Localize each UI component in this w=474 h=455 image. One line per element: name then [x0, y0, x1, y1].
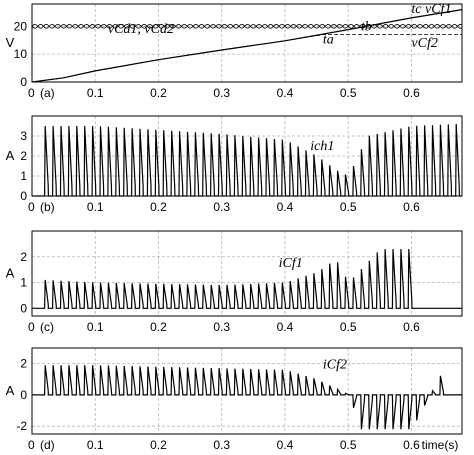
- y-tick-label: 1: [20, 276, 27, 290]
- x-tick-label: 0.4: [277, 320, 294, 334]
- annotation-label: ich1: [310, 139, 334, 154]
- annotation-label: vCf2: [411, 36, 437, 51]
- y-tick-label: 2: [20, 357, 27, 371]
- plot-frame: [31, 115, 463, 197]
- series-ich1-trace: [32, 123, 462, 197]
- annotation-label: iCf1: [279, 256, 303, 271]
- panel-label: (a): [40, 86, 55, 100]
- x-axis-label: time(s): [422, 438, 459, 452]
- x-tick-label: 0.1: [87, 86, 104, 100]
- annotation-label: ta: [323, 33, 334, 48]
- x-tick-label: 0.1: [87, 438, 104, 452]
- y-tick-label: 0: [20, 388, 27, 402]
- plot-frame: [31, 347, 463, 435]
- y-tick-label: 0: [20, 189, 27, 203]
- x-tick-label: 0.6: [403, 320, 420, 334]
- y-tick-label: 3: [20, 129, 27, 143]
- series-vcd1-vcd2-trace-1: [31, 23, 463, 29]
- y-axis-label: A: [6, 383, 15, 398]
- x-tick-label: 0: [28, 320, 35, 334]
- y-tick-label: 2: [20, 250, 27, 264]
- x-tick-label: 0.2: [150, 86, 167, 100]
- annotation-label: vCd1, vCd2: [108, 22, 174, 37]
- y-tick-label: 1: [20, 169, 27, 183]
- x-tick-label: 0.5: [340, 438, 357, 452]
- x-tick-label: 0.3: [213, 438, 230, 452]
- y-tick-label: 2: [20, 149, 27, 163]
- x-tick-label: 0.4: [277, 200, 294, 214]
- series-icf1-trace: [32, 248, 462, 309]
- x-tick-label: 0: [28, 86, 35, 100]
- x-tick-label: 0.5: [340, 86, 357, 100]
- x-tick-label: 0.3: [213, 86, 230, 100]
- y-tick-label: 0: [20, 75, 27, 89]
- x-tick-label: 0.6: [403, 200, 420, 214]
- y-axis-label: V: [6, 35, 15, 50]
- plot-frame: [31, 230, 463, 317]
- y-axis-label: A: [6, 266, 15, 281]
- x-tick-label: 0.1: [87, 320, 104, 334]
- y-tick-label: 0: [20, 301, 27, 315]
- series-vcf2-trace: [31, 34, 462, 83]
- x-tick-label: 0.3: [213, 200, 230, 214]
- panel-label: (c): [40, 320, 54, 334]
- panel-label: (b): [40, 200, 55, 214]
- x-tick-label: 0.3: [213, 320, 230, 334]
- y-tick-label: -2: [16, 419, 27, 433]
- series-vcd1-vcd2-trace-2: [31, 23, 463, 29]
- x-tick-label: 0.4: [277, 438, 294, 452]
- x-tick-label: 0: [28, 200, 35, 214]
- x-tick-label: 0.2: [150, 438, 167, 452]
- annotation-label: tc vCf1: [411, 2, 451, 17]
- y-tick-label: 20: [14, 19, 28, 33]
- series-vcf1-trace: [31, 9, 463, 83]
- series-icf2-trace: [32, 365, 462, 430]
- x-tick-label: 0.6: [403, 438, 420, 452]
- x-tick-label: 0.2: [150, 320, 167, 334]
- x-tick-label: 0.6: [403, 86, 420, 100]
- x-tick-label: 0.2: [150, 200, 167, 214]
- x-tick-label: 0.1: [87, 200, 104, 214]
- panel-label: (d): [40, 438, 55, 452]
- y-tick-label: 10: [14, 47, 28, 61]
- x-tick-label: 0.5: [340, 320, 357, 334]
- y-axis-label: A: [6, 148, 15, 163]
- plot-frame: [31, 3, 463, 83]
- x-tick-label: 0.4: [277, 86, 294, 100]
- x-tick-label: 0.5: [340, 200, 357, 214]
- annotation-label: iCf2: [323, 357, 347, 372]
- annotation-label: tb: [361, 19, 372, 34]
- x-tick-label: 0: [28, 438, 35, 452]
